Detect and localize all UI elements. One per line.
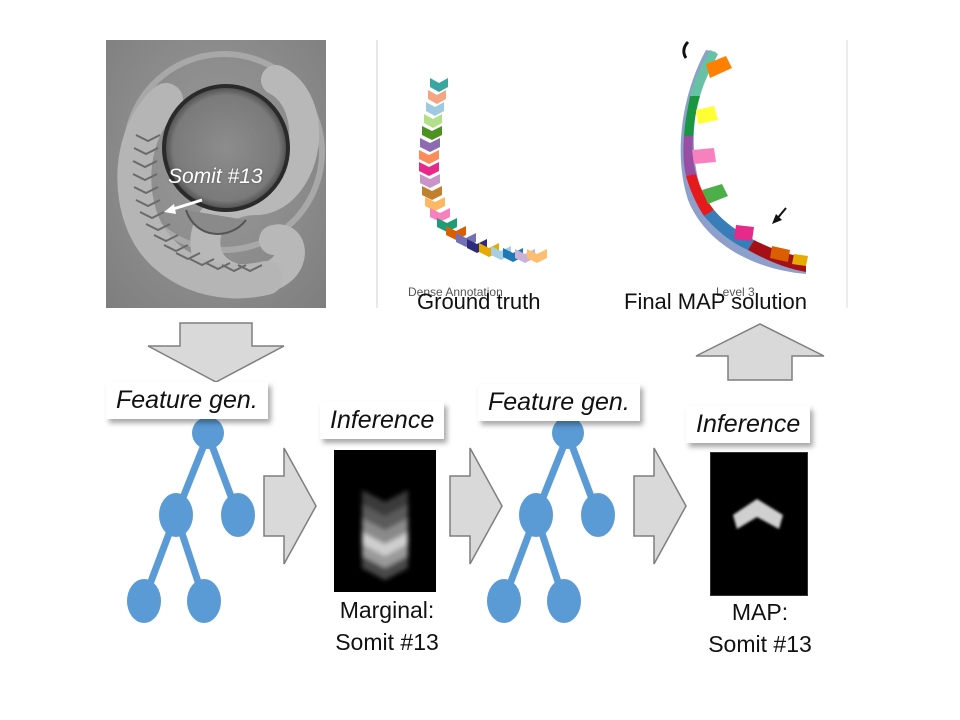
map-caption-line1: MAP: [731, 599, 789, 625]
dense-annotation-label: Dense Annotation [408, 285, 503, 299]
ground-truth-segmentation [419, 78, 547, 263]
right-arrow-3 [633, 447, 687, 565]
marginal-caption-line1: Marginal: [339, 597, 435, 623]
results-panel-right-border [846, 40, 848, 308]
inference-label-1: Inference [320, 402, 445, 439]
map-caption: MAP: Somit #13 [692, 596, 828, 660]
up-arrow [695, 323, 825, 381]
level-label: Level 3 [716, 285, 755, 299]
results-panel-left-border [376, 40, 378, 308]
marginal-probability-image [334, 450, 436, 592]
map-caption-line2: Somit #13 [708, 631, 812, 657]
embryo-illustration [117, 51, 325, 299]
marginal-caption: Marginal: Somit #13 [322, 594, 452, 658]
right-arrow-2 [449, 447, 503, 565]
somit-13-label: Somit #13 [168, 165, 263, 188]
embryo-photo [106, 40, 326, 308]
down-arrow [147, 322, 285, 383]
inference-label-2: Inference [686, 406, 811, 443]
decision-tree-1 [127, 417, 255, 623]
feature-gen-label-2: Feature gen. [478, 384, 640, 421]
right-arrow-1 [263, 447, 317, 565]
final-map-caption: Final MAP solution [624, 289, 808, 314]
marginal-caption-line2: Somit #13 [335, 629, 439, 655]
final-map-segmentation [680, 40, 808, 274]
feature-gen-label-1: Feature gen. [106, 382, 268, 419]
ground-truth-caption: Ground truth [417, 289, 541, 314]
map-segmentation-image [710, 452, 808, 596]
decision-tree-2 [487, 417, 615, 623]
